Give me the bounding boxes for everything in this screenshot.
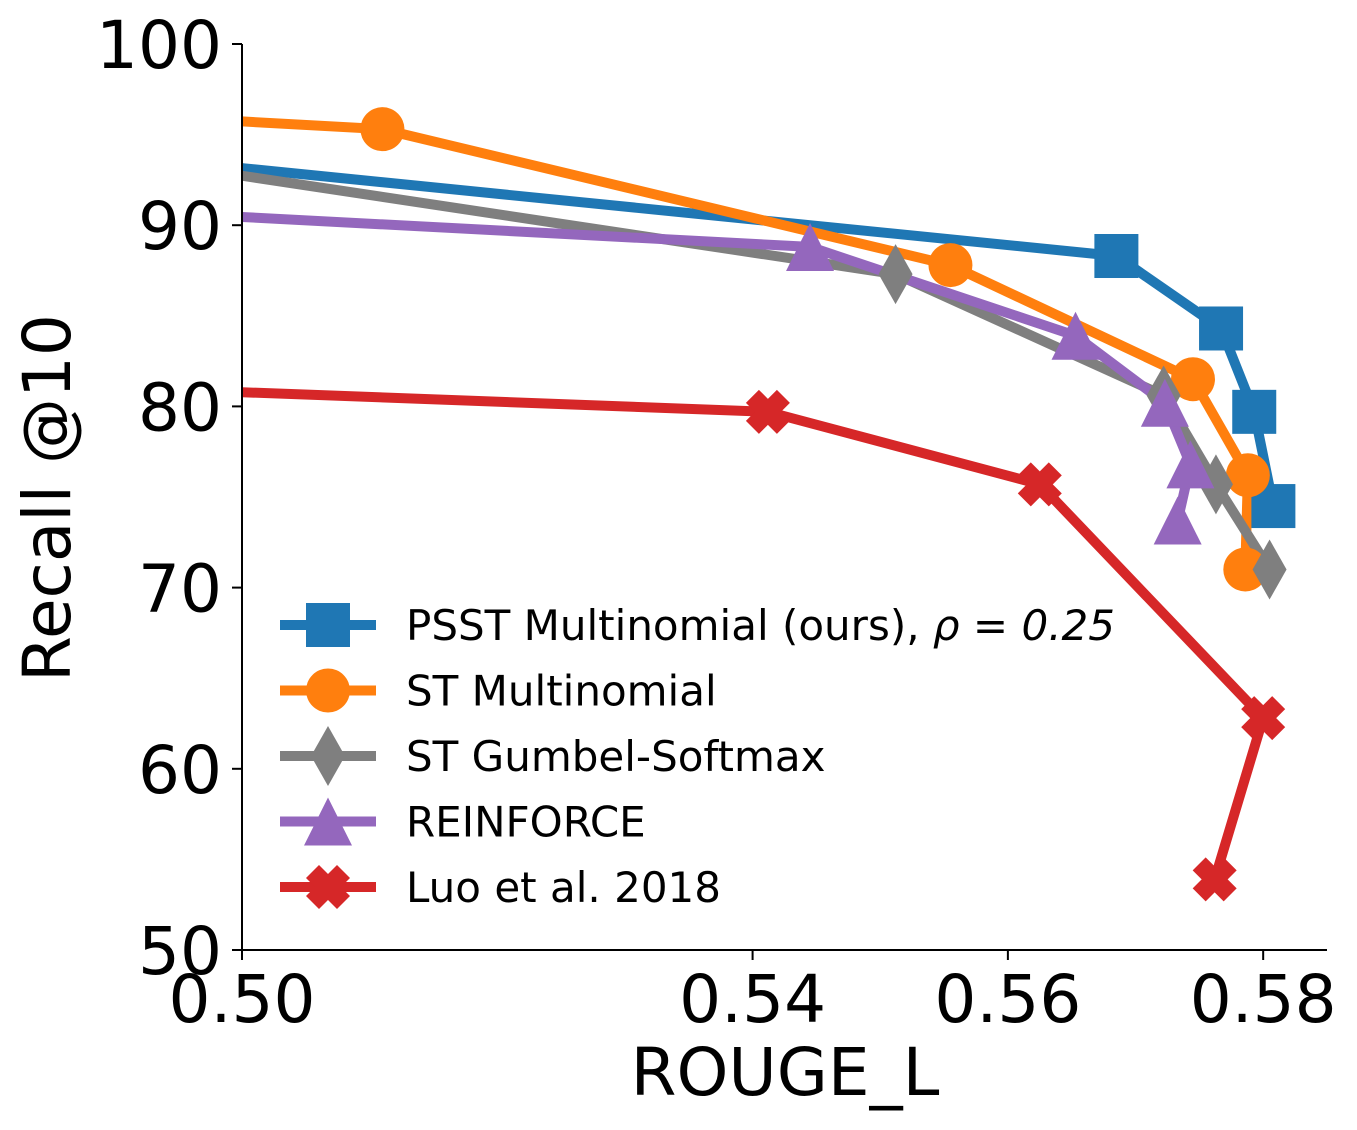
- legend-marker-st-multinomial: [306, 668, 350, 713]
- x-tick-label: 0.54: [679, 961, 826, 1038]
- data-point-reinforce: [1166, 440, 1215, 489]
- data-point-st-multinomial: [1170, 357, 1215, 402]
- x-tick-label: 0.58: [1190, 961, 1337, 1038]
- legend-label-luo-et-al-2018: Luo et al. 2018: [406, 863, 721, 912]
- y-tick-label: 90: [138, 188, 222, 265]
- data-point-st-multinomial: [1225, 453, 1270, 498]
- y-tick-label: 70: [138, 551, 222, 628]
- ticks: 0.50 0.54 0.56 0.58 50 60 70 80 90 100: [96, 7, 1337, 1038]
- data-point-luo-et-al-2018: [1241, 696, 1286, 741]
- x-tick-label: 0.56: [934, 961, 1081, 1038]
- legend-label-st-multinomial: ST Multinomial: [406, 667, 717, 716]
- data-point-reinforce: [1140, 378, 1189, 427]
- data-point-st-multinomial: [928, 243, 973, 288]
- x-tick-label: 0.50: [169, 961, 316, 1038]
- data-point-reinforce: [1153, 496, 1202, 545]
- data-point-luo-et-al-2018: [1017, 462, 1062, 507]
- y-axis-title: Recall @10: [9, 314, 86, 682]
- axes: [241, 44, 1327, 951]
- data-point-st-multinomial: [1223, 547, 1268, 592]
- legend: PSST Multinomial (ours), ρ = 0.25 ST Mult…: [280, 601, 1115, 912]
- x-axis-title: ROUGE_L: [631, 1034, 940, 1111]
- y-tick-label: 60: [138, 732, 222, 809]
- data-point-st-gumbel-softmax: [1198, 454, 1233, 515]
- data-point-st-gumbel-softmax: [1252, 539, 1287, 600]
- legend-marker-psst-multinomial-ours-rho-0-25: [306, 603, 350, 647]
- legend-label-st-gumbel-softmax: ST Gumbel-Softmax: [406, 732, 825, 781]
- data-point-st-multinomial: [360, 107, 405, 152]
- y-tick-label: 100: [96, 7, 222, 84]
- legend-label-reinforce: REINFORCE: [406, 798, 646, 847]
- legend-marker-st-gumbel-softmax: [311, 726, 345, 786]
- data-point-psst-multinomial-ours-rho-0-25: [1094, 234, 1139, 279]
- data-point-reinforce: [786, 222, 835, 271]
- data-point-luo-et-al-2018: [745, 389, 790, 434]
- legend-marker-luo-et-al-2018: [306, 865, 350, 909]
- legend-marker-reinforce: [304, 797, 352, 846]
- y-tick-label: 50: [138, 913, 222, 990]
- data-point-luo-et-al-2018: [1192, 857, 1237, 902]
- data-point-psst-multinomial-ours-rho-0-25: [1199, 306, 1244, 351]
- data-point-st-gumbel-softmax: [878, 244, 913, 305]
- marker-layer: [360, 107, 1296, 902]
- data-point-psst-multinomial-ours-rho-0-25: [1232, 389, 1277, 434]
- data-point-reinforce: [1051, 311, 1100, 360]
- legend-label-psst-multinomial-ours-rho-0-25: PSST Multinomial (ours), ρ = 0.25: [406, 601, 1115, 650]
- y-tick-label: 80: [138, 369, 222, 446]
